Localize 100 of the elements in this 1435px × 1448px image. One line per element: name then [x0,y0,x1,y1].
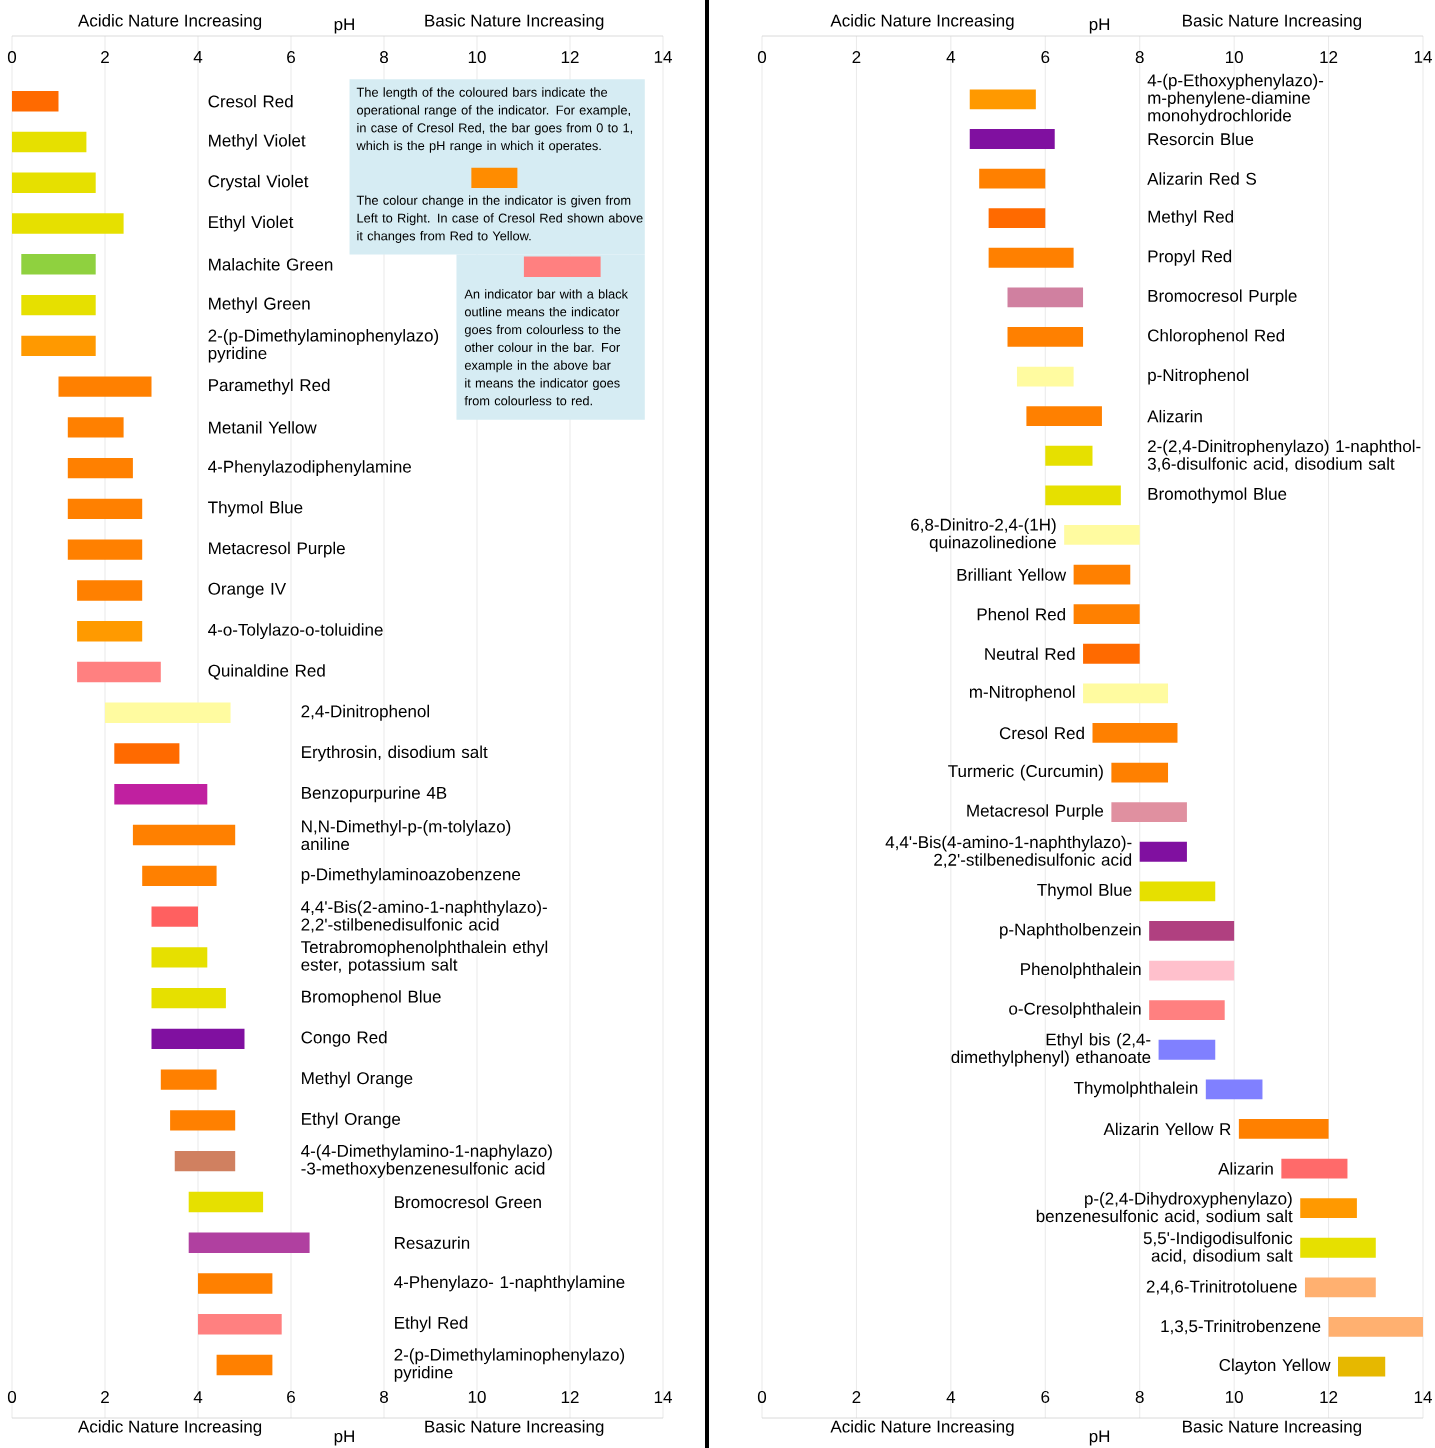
bar [1007,287,1084,308]
y-tick-label: Ethyl Red [395,1316,468,1333]
bar [58,376,152,397]
y-tick-label: 2-(p-Dimethylaminophenylazo) pyridine [394,1348,625,1382]
y-tick-label: Malachite Green [209,258,333,271]
x-axis-title: pH [1089,1430,1110,1446]
text: Basic Nature Increasing [1183,1420,1362,1436]
y-tick-label: o-Cresolphthalein [1009,1002,1141,1019]
x2-tick-label: 6 [287,51,295,64]
y-tick-label: p-Nitrophenol [1148,368,1249,385]
y-tick-label: m-Nitrophenol [969,685,1075,702]
x2-tick-label: 2 [852,51,861,63]
x-tick-label: 12 [1320,1391,1338,1403]
text: Basic Nature Increasing [425,14,604,30]
y-tick-label: Alizarin Red S [1147,172,1256,185]
bar [1111,802,1187,823]
y-tick-label: Resorcin Blue [1148,132,1254,146]
bar [67,417,124,438]
bar [1304,1277,1376,1298]
bar [1300,1198,1357,1219]
x2-tick-label: 14 [1414,51,1432,63]
bar [1139,841,1187,862]
bar [1158,1039,1216,1060]
y-tick-label: 2,4,6-Trinitrotoluene [1146,1280,1297,1295]
bar [1281,1158,1348,1179]
y-tick-label: Orange IV [208,582,287,599]
y-tick-label: 5,5'-Indigodisulfonic acid, disodium salt [1143,1231,1293,1264]
bar [12,213,124,234]
x2-tick-label: 0 [757,51,767,64]
y-tick-label: Cresol Red [208,94,293,108]
x-tick-label: 4 [946,1391,956,1403]
bar [188,1232,310,1253]
y-tick-label: p-(2,4-Dihydroxyphenylazo) benzenesulfonic acid, sodium salt [1036,1192,1293,1225]
x2-tick-label: 0 [7,51,17,64]
x-tick-label: 10 [468,1390,486,1403]
bar [1026,406,1102,427]
y-tick-label: p-Dimethylaminoazobenzene [301,867,521,884]
bar [1083,683,1169,704]
bar [969,129,1055,149]
bar [1139,881,1216,902]
y-tick-label: Crystal Violet [208,174,309,191]
bar [1149,960,1235,981]
text: Acidic Nature Increasing [830,1420,1014,1436]
y-tick-label: Resazurin [395,1236,470,1249]
y-tick-label: 2-(2,4-Dinitrophenylazo) 1-naphthol-3,6-disulfonic acid, disodium salt [1147,439,1421,472]
text: Basic Nature Increasing [425,1420,604,1436]
y-tick-label: Bromocresol Green [395,1195,541,1209]
bar [114,743,180,764]
bar [174,1150,236,1172]
y-tick-label: Ethyl Violet [209,215,294,232]
y-tick-label: Alizarin Yellow R [1103,1122,1231,1136]
y-tick-label: Thymol Blue [1037,883,1132,900]
bar [1205,1079,1263,1100]
bar [979,168,1046,189]
y-tick-label: Alizarin [1147,409,1202,423]
bar [1045,445,1093,466]
bar [1328,1317,1423,1337]
x2-tick-label: 4 [193,51,203,63]
bar [77,661,161,683]
y-tick-label: N,N-Dimethyl-p-(m-tolylazo) aniline [301,820,511,851]
y-tick-label: p-Naphtholbenzein [1000,923,1141,939]
bar [1238,1119,1329,1139]
bar [988,247,1074,268]
y-tick-label: Benzopurpurine 4B [302,786,447,803]
x-tick-label: 14 [1414,1391,1432,1403]
y-tick-label: Metanil Yellow [209,421,317,434]
y-tick-label: 4,4'-Bis(2-amino-1-naphthylazo)-2,2'-stilbenedisulfonic acid [301,900,547,933]
y-tick-label: Erythrosin, disodium salt [302,745,488,762]
x2-axis-title: pH [1089,18,1110,34]
bar [988,208,1046,229]
x-tick-label: 0 [757,1390,767,1403]
bar [1016,366,1074,387]
y-tick-label: Thymolphthalein [1073,1081,1198,1098]
bar [132,824,236,846]
y-tick-label: Phenolphthalein [1021,962,1141,979]
y-tick-label: 4-Phenylazodiphenylamine [208,460,412,477]
x-tick-label: 8 [1135,1390,1144,1403]
x-tick-label: 0 [7,1390,17,1403]
bar [1073,604,1140,625]
bar [105,702,231,723]
x2-tick-label: 12 [561,51,579,63]
y-tick-label: Metacresol Purple [967,804,1104,821]
bar [1007,327,1084,347]
x2-tick-label: 4 [946,51,956,63]
bar [1083,643,1140,664]
y-tick-label: Ethyl bis (2,4-dimethylphenyl) ethanoate [951,1033,1151,1067]
y-tick-label: Propyl Red [1148,249,1232,266]
y-tick-label: Quinaldine Red [208,664,325,680]
y-tick-label: Tetrabromophenolphthalein ethyl ester, potassium salt [301,940,548,975]
bar [151,1028,245,1050]
x-tick-label: 2 [101,1391,109,1403]
x-axis-title: pH [334,1430,354,1446]
bar [188,1191,264,1213]
annotation: The colour change in the indicator is given from Left to Right. In case of Cresol Red shown above it changes from Red to Yellow. [356,195,643,243]
bar [21,335,96,357]
bar [1149,921,1235,941]
y-tick-label: 4-(p-Ethoxyphenylazo)- m-phenylene-diamine monohydrochloride [1147,73,1324,125]
y-tick-label: 1,3,5-Trinitrobenzene [1161,1319,1321,1335]
bar [1064,525,1140,545]
y-tick-label: Thymol Blue [208,500,303,517]
